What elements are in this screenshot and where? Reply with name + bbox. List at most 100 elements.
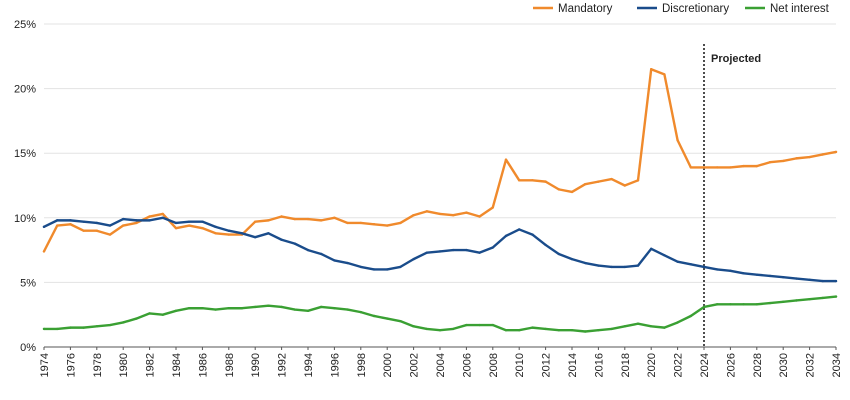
data-point xyxy=(425,210,428,213)
data-point xyxy=(438,250,442,253)
data-point xyxy=(504,329,508,332)
data-point xyxy=(518,228,521,231)
data-point xyxy=(531,233,534,236)
data-point xyxy=(82,220,85,223)
data-point xyxy=(676,260,679,263)
data-point xyxy=(504,158,508,161)
data-point xyxy=(372,268,376,271)
data-point xyxy=(254,305,257,309)
data-point xyxy=(320,219,323,222)
data-point xyxy=(148,219,151,222)
data-point xyxy=(227,229,230,232)
data-point xyxy=(491,323,494,327)
data-point xyxy=(240,307,244,310)
data-point xyxy=(320,305,323,309)
data-point xyxy=(742,272,745,275)
data-point xyxy=(320,252,323,256)
data-point xyxy=(834,150,838,154)
data-point xyxy=(584,183,587,186)
data-point xyxy=(346,261,349,265)
data-point xyxy=(438,329,442,332)
data-point xyxy=(663,254,666,257)
data-point xyxy=(306,309,310,313)
data-point xyxy=(689,263,692,266)
data-point xyxy=(201,226,204,230)
data-point xyxy=(650,68,653,71)
data-point xyxy=(452,248,455,252)
data-point xyxy=(174,226,178,230)
x-tick-label: 2032 xyxy=(805,353,817,377)
data-point xyxy=(821,279,824,283)
data-point xyxy=(570,190,574,194)
data-point xyxy=(108,224,112,227)
data-point xyxy=(148,312,151,315)
x-tick-label: 2004 xyxy=(435,353,447,377)
data-point xyxy=(174,309,178,313)
data-point xyxy=(702,166,706,169)
data-point xyxy=(742,164,745,168)
data-point xyxy=(663,326,666,329)
series-line xyxy=(42,68,838,253)
x-tick-label: 1976 xyxy=(65,353,77,377)
x-tick-label: 1998 xyxy=(356,353,368,377)
data-point xyxy=(42,225,46,229)
data-point xyxy=(650,325,653,328)
x-tick-label: 1980 xyxy=(118,353,130,377)
data-point xyxy=(808,155,811,159)
data-point xyxy=(584,330,587,333)
data-point xyxy=(768,301,772,305)
x-tick-label: 1978 xyxy=(92,353,104,377)
data-point xyxy=(346,308,349,311)
x-tick-label: 1984 xyxy=(171,353,183,377)
data-point xyxy=(610,327,613,331)
data-point xyxy=(755,303,758,306)
data-point xyxy=(821,153,824,156)
x-tick-label: 2018 xyxy=(620,353,632,377)
data-point xyxy=(188,224,191,227)
x-tick-label: 2006 xyxy=(461,353,473,377)
data-point xyxy=(584,261,587,265)
x-tick-label: 1994 xyxy=(303,353,315,377)
data-point xyxy=(372,223,376,226)
data-point xyxy=(82,229,85,232)
data-point xyxy=(676,139,679,142)
data-point xyxy=(254,220,257,223)
data-point xyxy=(663,73,666,76)
data-point xyxy=(188,220,191,223)
projected-label: Projected xyxy=(711,53,761,65)
data-point xyxy=(122,217,125,221)
data-point xyxy=(504,234,508,238)
data-point xyxy=(161,212,164,216)
data-point xyxy=(267,232,270,235)
x-tick-label: 2028 xyxy=(752,353,764,377)
data-point xyxy=(478,251,481,254)
data-point xyxy=(795,299,798,302)
data-point xyxy=(161,216,164,219)
y-tick-label: 0% xyxy=(20,342,36,354)
data-point xyxy=(768,274,772,278)
data-point xyxy=(518,179,521,182)
data-point xyxy=(188,307,191,310)
x-axis-tick-labels: 1974 1976 1978 1980 1982 1984 1986 1988 1990 1992… xyxy=(39,353,843,377)
data-point xyxy=(531,179,534,182)
data-point xyxy=(676,321,679,324)
data-point xyxy=(782,276,785,279)
data-point xyxy=(795,277,798,280)
data-point xyxy=(333,307,336,310)
data-point xyxy=(544,243,547,247)
series-discretionary xyxy=(42,216,838,283)
series-mandatory xyxy=(42,68,838,253)
x-tick-label: 1990 xyxy=(250,353,262,377)
data-point xyxy=(95,229,99,232)
data-point xyxy=(597,264,600,267)
data-point xyxy=(201,220,204,223)
data-point xyxy=(465,323,468,327)
data-point xyxy=(768,161,772,164)
data-point xyxy=(95,221,99,225)
data-point xyxy=(372,314,376,318)
data-point xyxy=(412,214,415,217)
data-point xyxy=(399,319,402,323)
data-point xyxy=(69,219,72,222)
data-point xyxy=(742,303,745,306)
data-point xyxy=(399,265,402,269)
